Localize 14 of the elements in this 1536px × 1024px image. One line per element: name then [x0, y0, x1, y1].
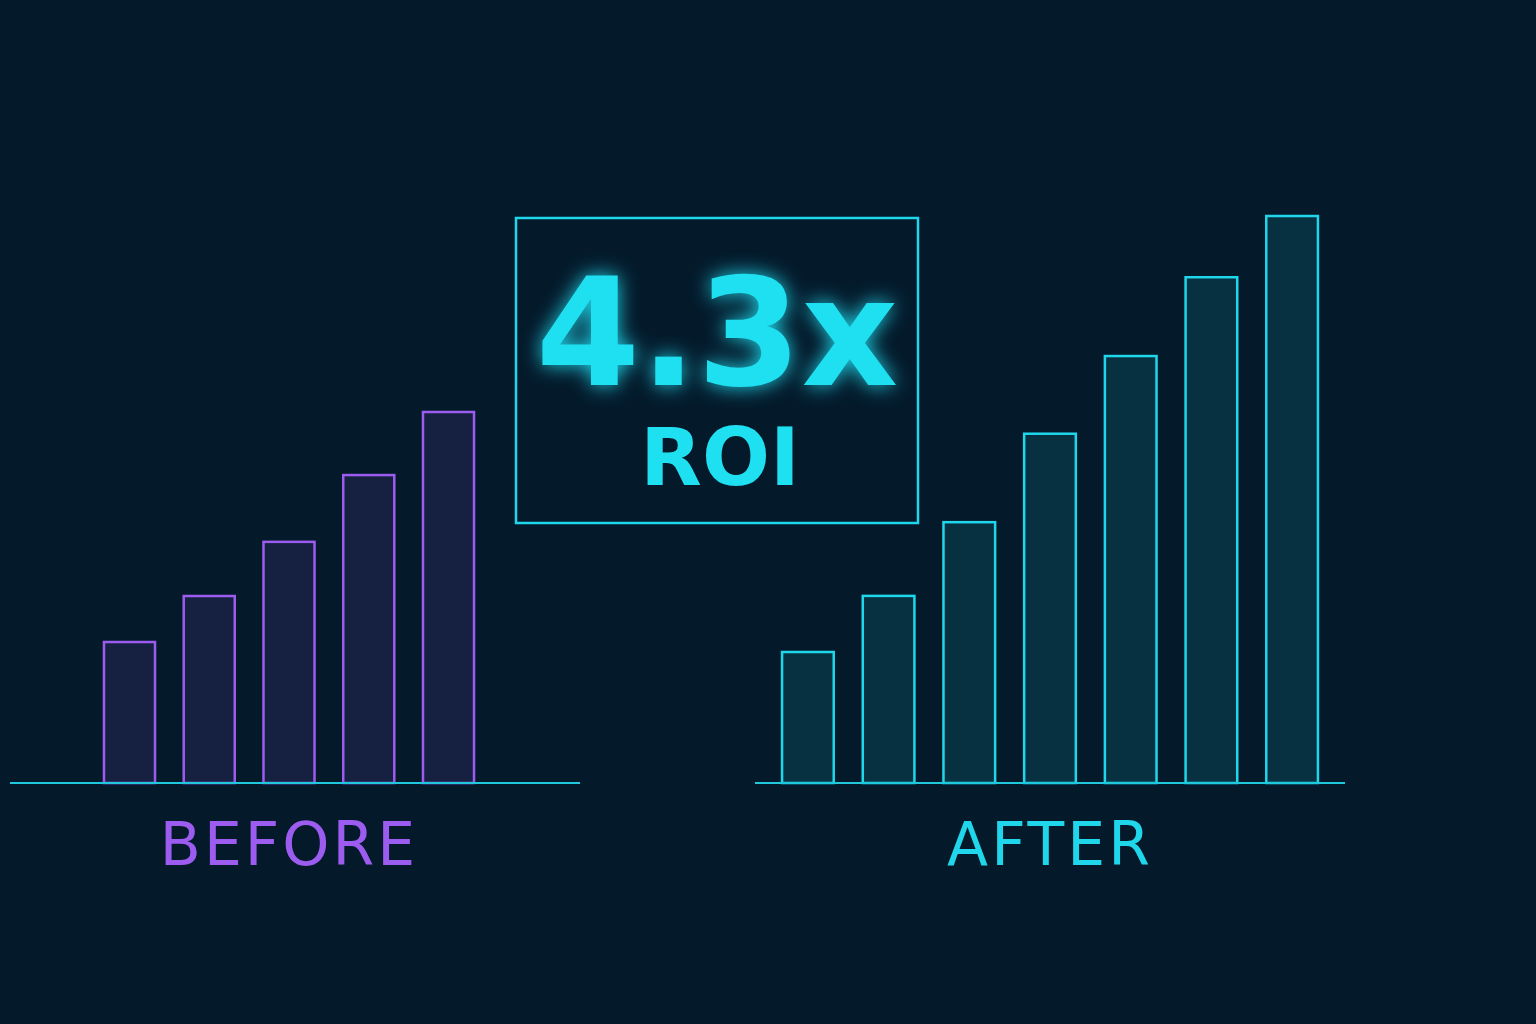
bar	[1103, 354, 1158, 785]
x-axis-title: AFTER	[947, 809, 1153, 879]
bar	[1022, 432, 1078, 785]
bar	[1265, 214, 1320, 785]
x-axis-title: BEFORE	[159, 809, 419, 879]
bar	[262, 540, 316, 785]
bar	[182, 594, 237, 785]
bar	[780, 650, 835, 785]
bar	[341, 473, 396, 785]
bar	[861, 594, 916, 785]
bar	[942, 520, 997, 785]
bar	[102, 640, 157, 785]
bar	[421, 410, 476, 785]
bar	[1184, 275, 1239, 785]
